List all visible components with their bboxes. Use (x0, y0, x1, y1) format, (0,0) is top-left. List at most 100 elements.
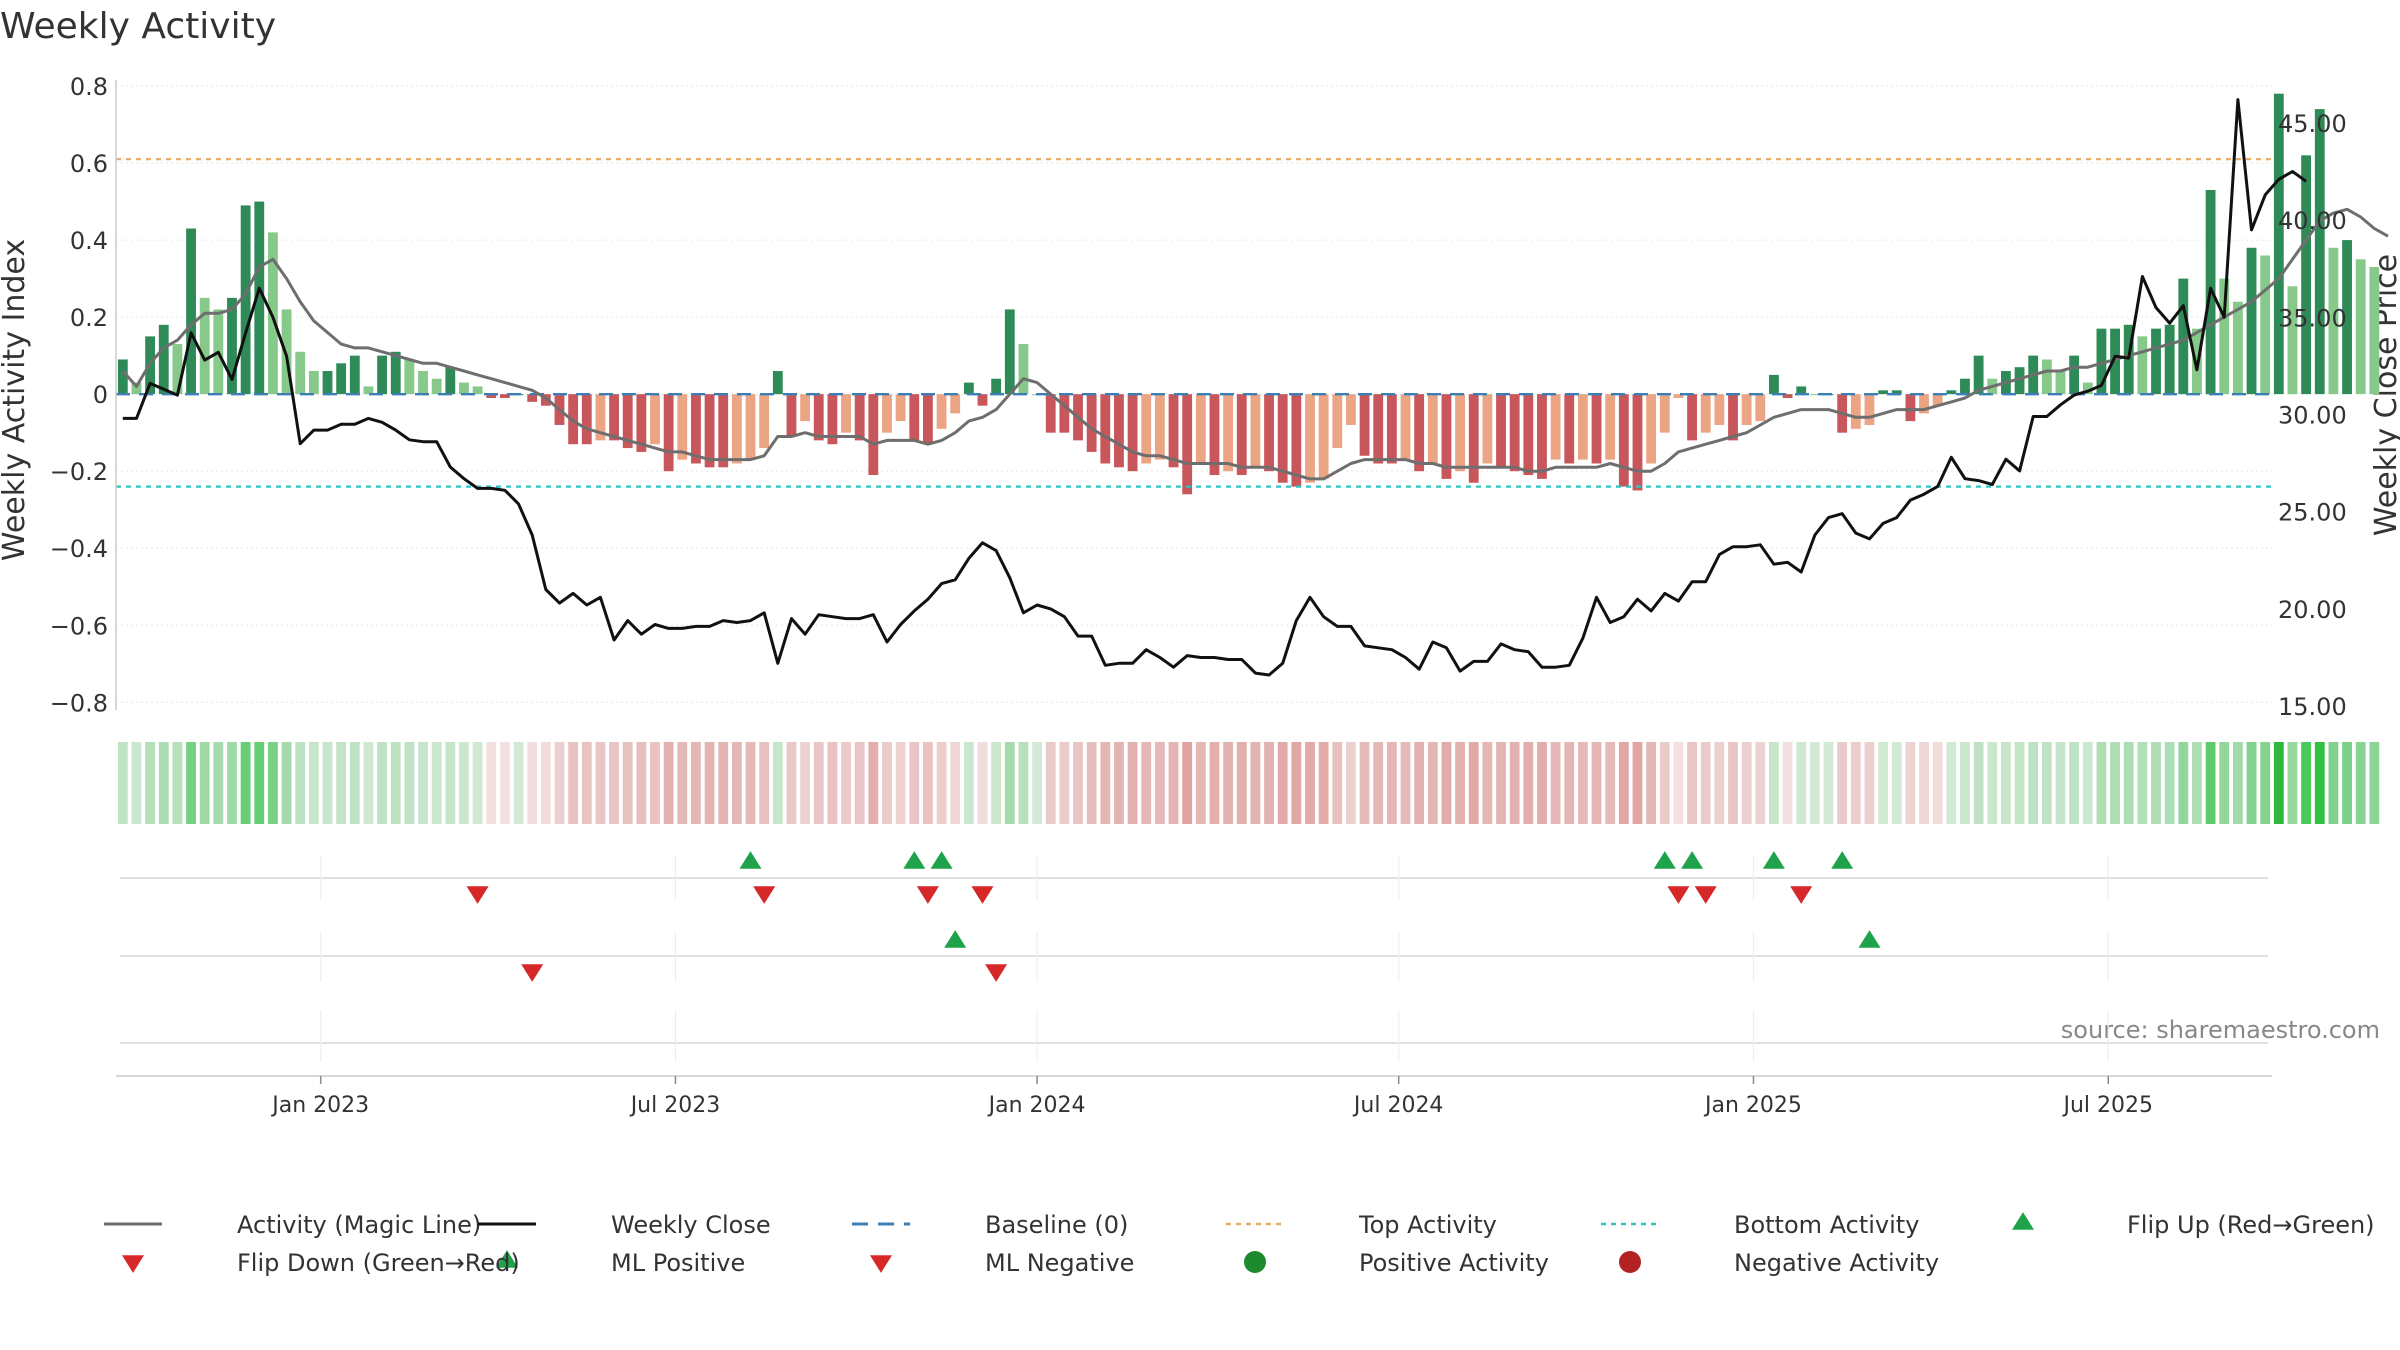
weekly-close-series (122, 98, 2307, 677)
activity-bar (841, 394, 851, 433)
heat-strip-cell (336, 742, 347, 824)
activity-bar (2260, 255, 2271, 395)
chart-title: Weekly Activity (0, 6, 276, 47)
activity-bar (1400, 394, 1411, 460)
heat-strip-cell (922, 742, 933, 824)
heat-strip-cell (527, 742, 538, 824)
heat-strip-cell (1618, 742, 1629, 824)
heat-strip-cell (581, 742, 592, 824)
activity-bar (1809, 394, 1820, 396)
activity-bar (1523, 394, 1534, 476)
activity-bar (349, 355, 360, 395)
heat-strip-cell (1714, 742, 1725, 824)
legend-swatch-ml-negative (870, 1255, 892, 1273)
activity-bar (2273, 93, 2284, 395)
heat-strip-cell (2123, 742, 2134, 824)
activity-bar (1305, 394, 1315, 483)
heat-strip-cell (2287, 742, 2298, 824)
legend-item-label: ML Negative (985, 1249, 1134, 1277)
activity-bar (868, 394, 879, 476)
legend-swatch-positive-activity (1244, 1251, 1266, 1273)
heat-strip-cell (1755, 742, 1766, 824)
activity-bar (2301, 155, 2312, 395)
activity-bar (486, 394, 497, 398)
legend-swatch-ml-positive (496, 1250, 518, 1268)
activity-bar (1591, 394, 1602, 464)
heat-strip-cell (1209, 742, 1220, 824)
activity-bar (1741, 394, 1752, 425)
heat-strip-cell (254, 742, 265, 824)
heat-strip-cell (2273, 742, 2284, 824)
heat-strip-cell (445, 742, 456, 824)
heat-strip-cell (1223, 742, 1234, 824)
heat-strip-cell (1919, 742, 1929, 824)
activity-bar (1318, 394, 1329, 479)
heat-strip-cell (2192, 742, 2202, 824)
activity-bar (2055, 371, 2066, 395)
x-date-label: Jul 2024 (1352, 1093, 1444, 1118)
activity-bar (2287, 286, 2298, 395)
activity-bar (2178, 278, 2189, 395)
heat-strip (117, 742, 2380, 824)
heat-strip-cell (1332, 742, 1343, 824)
activity-bar (527, 394, 538, 402)
heat-strip-cell (950, 742, 961, 824)
heat-strip-cell (2232, 742, 2243, 824)
heat-strip-cell (1864, 742, 1875, 824)
activity-bar (459, 382, 469, 395)
heat-strip-cell (2178, 742, 2189, 824)
activity-bar (2014, 367, 2025, 395)
activity-bar (895, 394, 906, 422)
activity-bar (1946, 390, 1957, 395)
activity-bar (1687, 394, 1697, 441)
heat-strip-cell (1386, 742, 1397, 824)
activity-bar (1114, 394, 1124, 468)
activity-bar (295, 351, 306, 395)
heat-strip-cell (1291, 742, 1302, 824)
y-right-tick-label: 20.00 (2278, 596, 2347, 624)
heat-strip-cell (1850, 742, 1861, 824)
x-axis: Jan 2023 Jul 2023 Jan 2024 Jul 2024 Jan 2025… (270, 1076, 2153, 1118)
activity-bar (1291, 394, 1302, 487)
activity-bar (2342, 240, 2352, 395)
heat-strip-cell (963, 742, 974, 824)
activity-bar (1455, 394, 1466, 472)
activity-bar (1141, 394, 1152, 464)
activity-bar (1509, 394, 1520, 472)
activity-bars (117, 93, 2380, 495)
activity-bar (1441, 394, 1452, 479)
legend-item-label: ML Positive (611, 1249, 745, 1277)
heat-strip-cell (131, 742, 142, 824)
heat-strip-cell (2096, 742, 2107, 824)
activity-bar (1059, 394, 1070, 433)
y-right-tick-label: 30.00 (2278, 402, 2347, 430)
heat-strip-cell (117, 742, 128, 824)
activity-bar (1086, 394, 1097, 452)
heat-strip-cell (745, 742, 756, 824)
heat-strip-cell (1878, 742, 1889, 824)
activity-bar (1127, 394, 1138, 472)
heat-strip-cell (322, 742, 333, 824)
activity-bar (704, 394, 715, 468)
activity-bar (1932, 394, 1943, 406)
heat-strip-cell (1659, 742, 1670, 824)
activity-bar (404, 359, 415, 395)
activity-bar (1414, 394, 1425, 472)
activity-bar (827, 394, 838, 445)
heat-strip-cell (1264, 742, 1274, 824)
heat-strip-cell (1373, 742, 1384, 824)
source-label: source: sharemaestro.com (2061, 1016, 2380, 1044)
activity-bar (227, 297, 237, 395)
heat-strip-cell (2342, 742, 2352, 824)
activity-bar (2232, 301, 2243, 395)
heat-strip-cell (1987, 742, 1998, 824)
activity-bar (800, 394, 811, 422)
heat-strip-cell (1973, 742, 1984, 824)
activity-bar (622, 394, 633, 449)
legend-item-label: Negative Activity (1734, 1249, 1939, 1277)
x-date-label: Jan 2024 (987, 1093, 1086, 1118)
activity-bar (581, 394, 592, 445)
heat-strip-cell (431, 742, 442, 824)
activity-bar (117, 359, 128, 395)
